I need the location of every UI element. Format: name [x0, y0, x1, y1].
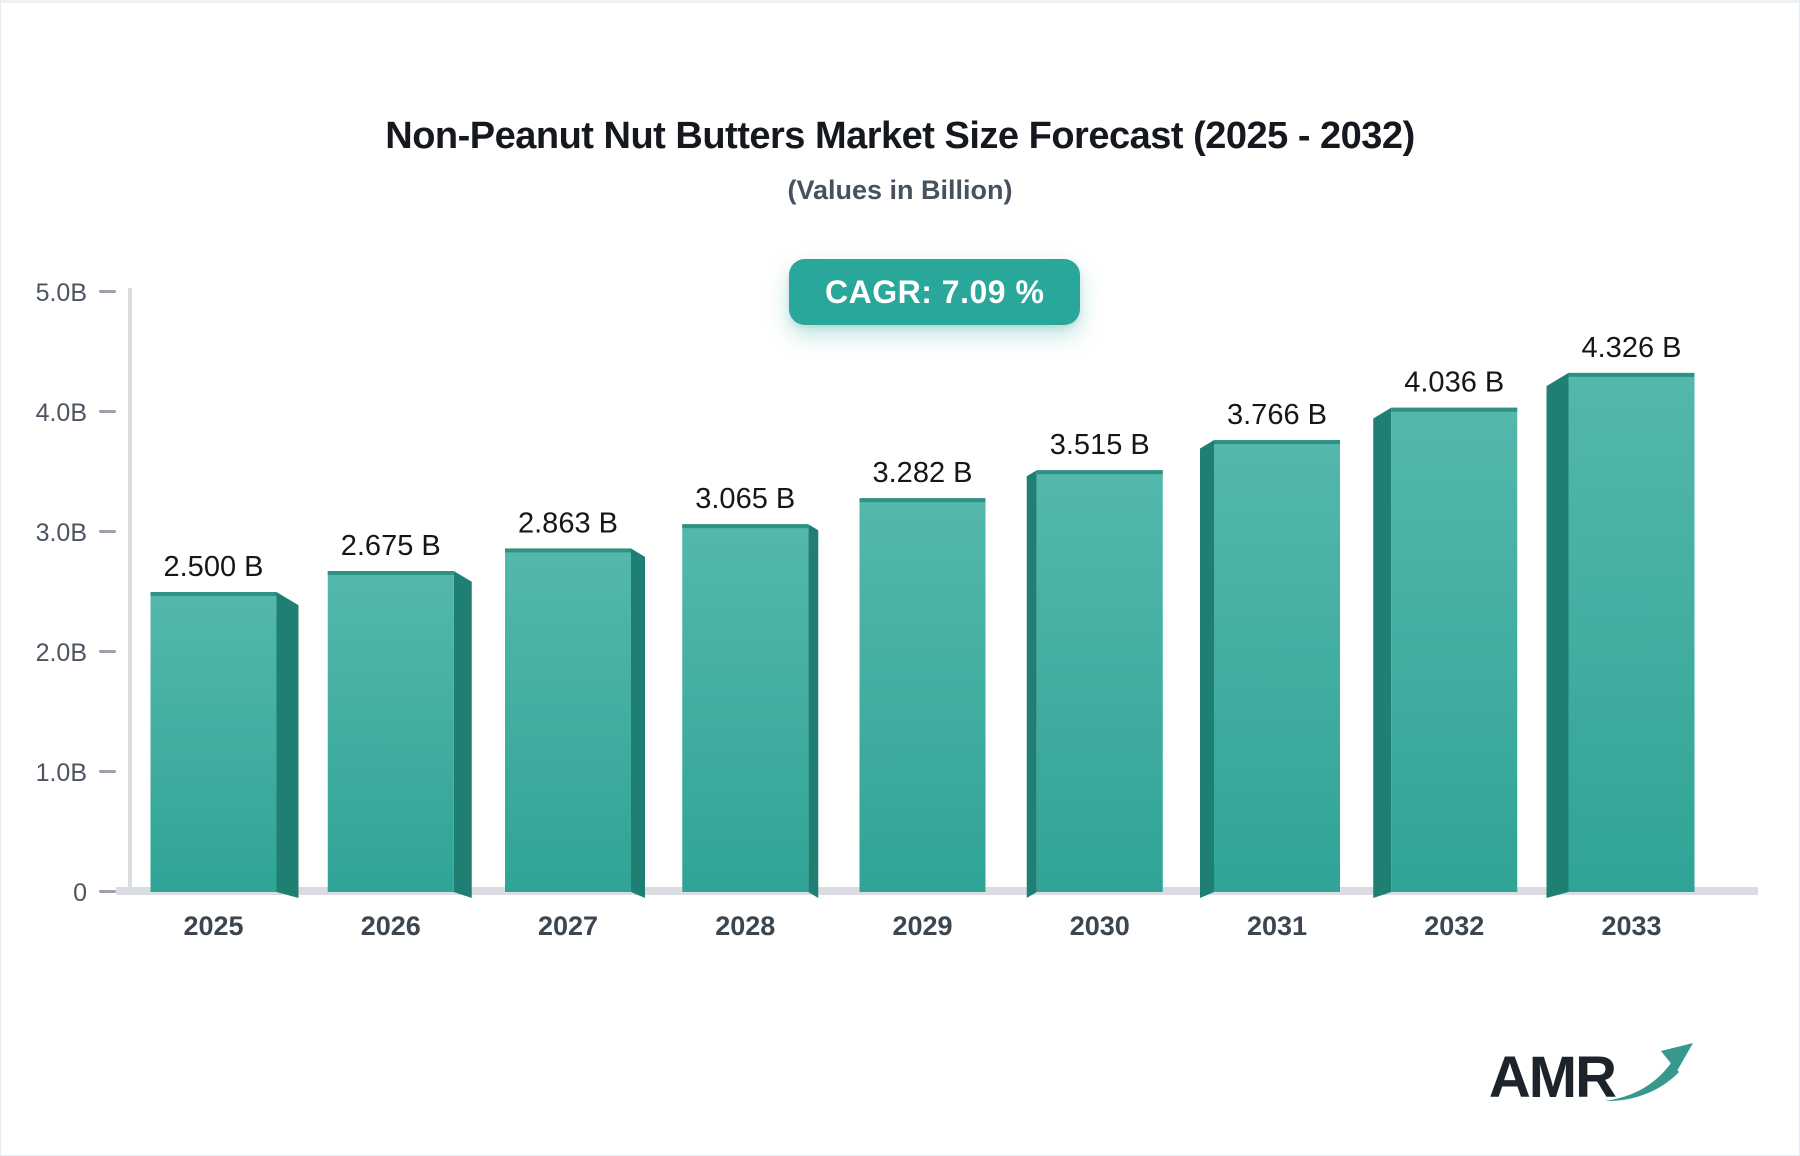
- amr-logo: AMR: [1489, 1039, 1699, 1107]
- bar-value-label: 3.766 B: [1227, 399, 1327, 431]
- bar-value-label: 4.326 B: [1582, 332, 1682, 364]
- bar-top-edge: [505, 548, 631, 553]
- y-tick-label: 2.0B: [36, 639, 87, 667]
- bar-2032: 4.036 B 2032: [1373, 367, 1518, 941]
- y-tick-mark: [99, 290, 116, 293]
- y-tick-mark: [99, 650, 116, 653]
- y-axis-line: [128, 288, 132, 891]
- x-axis-label: 2028: [715, 911, 775, 941]
- x-axis-label: 2032: [1424, 911, 1484, 941]
- bar-front-face: [150, 592, 277, 892]
- bar-front-face: [1036, 470, 1163, 892]
- x-axis-label: 2027: [538, 911, 598, 941]
- bar-2033: 4.326 B 2033: [1546, 332, 1695, 941]
- bar-value-label: 3.065 B: [695, 483, 795, 515]
- bar-value-label: 3.515 B: [1050, 429, 1150, 461]
- bar-front-face: [1391, 407, 1518, 892]
- y-tick-label: 1.0B: [36, 759, 87, 787]
- bar-front-face: [1214, 440, 1340, 892]
- bar-front-face: [1568, 372, 1695, 892]
- bar-side-face: [1026, 470, 1037, 898]
- bar-top-edge: [1214, 440, 1340, 445]
- bar-value-label: 4.036 B: [1404, 367, 1504, 399]
- y-tick-mark: [99, 770, 116, 773]
- y-tick-label: 5.0B: [36, 279, 87, 307]
- bar-2030: 3.515 B 2030: [1026, 429, 1163, 941]
- bar-side-face: [276, 592, 299, 898]
- growth-arrow-icon: [1605, 1043, 1693, 1102]
- bar-2029: 3.282 B 2029: [859, 457, 986, 941]
- bar-top-edge: [682, 524, 809, 529]
- bar-side-face: [1373, 407, 1392, 898]
- amr-logo-text: AMR: [1488, 1045, 1617, 1110]
- bar-side-face: [1200, 440, 1214, 898]
- bar-value-label: 2.863 B: [518, 507, 618, 539]
- bar-value-label: 3.282 B: [873, 457, 973, 489]
- x-axis-label: 2030: [1070, 911, 1130, 941]
- x-axis-label: 2033: [1601, 911, 1661, 941]
- y-tick-label: 0: [73, 879, 87, 907]
- bar-2028: 3.065 B 2028: [682, 483, 819, 941]
- bar-top-edge: [327, 571, 454, 575]
- x-axis-label: 2031: [1247, 911, 1307, 941]
- x-axis-label: 2025: [183, 911, 243, 941]
- y-tick-label: 3.0B: [36, 519, 87, 547]
- chart-subtitle: (Values in Billion): [787, 175, 1013, 205]
- bar-value-label: 2.500 B: [164, 551, 264, 583]
- y-tick-label: 4.0B: [36, 399, 87, 427]
- cagr-badge: CAGR: 7.09 %: [789, 259, 1081, 325]
- y-tick-mark: [99, 410, 116, 413]
- y-tick-mark: [99, 890, 116, 893]
- bar-front-face: [859, 498, 986, 892]
- bar-2026: 2.675 B 2026: [327, 530, 472, 941]
- y-tick-mark: [99, 530, 116, 533]
- bar-side-face: [453, 571, 472, 898]
- bar-side-face: [1546, 372, 1569, 898]
- bar-2027: 2.863 B 2027: [505, 507, 645, 941]
- bar-top-edge: [859, 498, 986, 503]
- bar-side-face: [631, 548, 645, 898]
- bar-top-edge: [150, 592, 277, 596]
- bar-top-edge: [1568, 372, 1695, 377]
- bar-side-face: [808, 524, 819, 898]
- bar-top-edge: [1036, 470, 1163, 475]
- bar-2031: 3.766 B 2031: [1200, 399, 1340, 941]
- bar-value-label: 2.675 B: [341, 530, 441, 562]
- x-axis-label: 2029: [892, 911, 952, 941]
- y-axis: 5.0B 4.0B 3.0B 2.0B 1.0B 0: [36, 279, 116, 907]
- bar-2025: 2.500 B 2025: [150, 551, 299, 941]
- bar-front-face: [505, 548, 631, 892]
- bar-front-face: [682, 524, 809, 892]
- chart-title: Non-Peanut Nut Butters Market Size Forec…: [385, 115, 1415, 157]
- bar-top-edge: [1391, 407, 1518, 412]
- x-axis-label: 2026: [361, 911, 421, 941]
- bar-front-face: [327, 571, 454, 892]
